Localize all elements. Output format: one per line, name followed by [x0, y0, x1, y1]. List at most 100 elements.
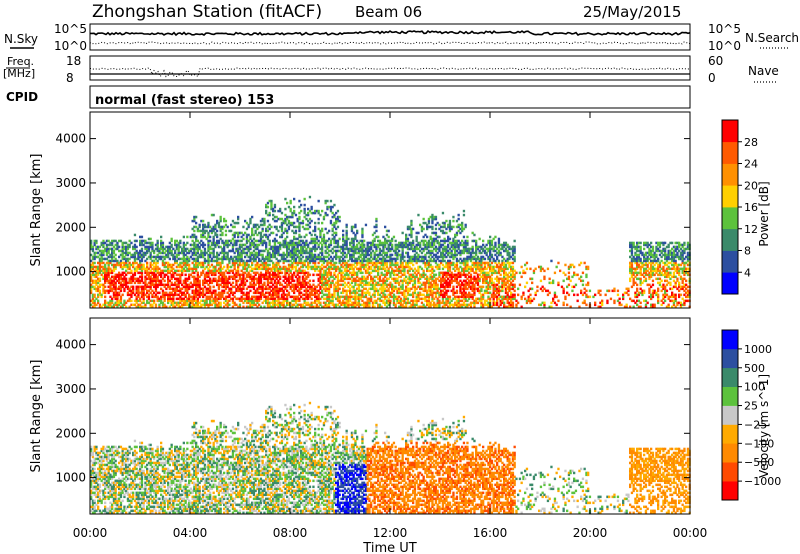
- power-cell: [137, 279, 140, 283]
- power-cell: [338, 299, 341, 303]
- power-cell: [142, 267, 145, 271]
- power-cell: [266, 257, 270, 261]
- power-cell: [202, 289, 205, 293]
- power-cell: [356, 243, 359, 247]
- power-cell: [156, 241, 159, 245]
- power-cell: [224, 303, 228, 307]
- power-cell: [336, 281, 340, 285]
- power-cell: [119, 283, 123, 287]
- power-cell: [249, 265, 252, 269]
- power-cell: [263, 305, 266, 309]
- power-cell: [153, 265, 156, 269]
- power-cell: [240, 255, 243, 259]
- power-cell: [195, 285, 198, 289]
- power-cell: [188, 299, 191, 303]
- power-cell: [284, 207, 287, 211]
- power-cell: [284, 305, 287, 309]
- power-cell: [140, 253, 144, 257]
- power-cell: [307, 263, 310, 267]
- power-cell: [207, 287, 210, 291]
- power-cell: [329, 221, 333, 225]
- power-cell: [207, 267, 210, 271]
- power-cell: [172, 273, 175, 277]
- power-cell: [270, 253, 273, 257]
- power-cell: [238, 297, 242, 301]
- power-cell: [181, 297, 184, 301]
- power-cell: [247, 291, 250, 295]
- power-cell: [363, 301, 366, 305]
- power-cell: [104, 271, 107, 275]
- power-cell: [104, 279, 107, 283]
- power-cell: [335, 303, 338, 307]
- power-cell: [177, 281, 180, 285]
- power-cell: [354, 291, 357, 295]
- power-cell: [177, 293, 180, 297]
- power-cell: [121, 267, 124, 271]
- power-cell: [335, 245, 338, 249]
- power-cell: [139, 241, 142, 245]
- power-cell: [308, 221, 312, 225]
- power-cell: [235, 303, 238, 307]
- power-cell: [342, 283, 345, 287]
- power-cell: [371, 277, 375, 281]
- power-cell: [219, 277, 222, 281]
- power-cell: [161, 241, 165, 245]
- power-cell: [265, 241, 268, 245]
- power-cell: [237, 251, 240, 255]
- power-cell: [237, 287, 240, 291]
- power-cell: [128, 305, 131, 309]
- power-cell: [280, 255, 284, 259]
- power-cell: [354, 245, 357, 249]
- power-cell: [191, 261, 194, 265]
- power-cell: [244, 265, 247, 269]
- power-cell: [175, 287, 178, 291]
- power-cell: [228, 293, 231, 297]
- power-cell: [256, 239, 259, 243]
- power-cell: [305, 249, 308, 253]
- power-cell: [240, 253, 243, 257]
- power-cell: [261, 235, 264, 239]
- power-cell: [172, 267, 175, 271]
- power-cell: [247, 271, 250, 275]
- power-cell: [258, 303, 261, 307]
- power-cell: [147, 285, 151, 289]
- power-cell: [109, 301, 112, 305]
- power-cell: [263, 223, 266, 227]
- power-cell: [181, 257, 184, 261]
- power-cell: [350, 305, 354, 309]
- power-cell: [193, 233, 196, 237]
- power-cell: [357, 251, 361, 255]
- power-cell: [329, 219, 333, 223]
- power-cell: [235, 255, 238, 259]
- power-cell: [112, 279, 116, 283]
- power-cell: [329, 267, 333, 271]
- power-cell: [207, 283, 210, 287]
- power-cell: [275, 227, 278, 231]
- power-cell: [216, 279, 219, 283]
- power-cell: [196, 229, 199, 233]
- power-cell: [182, 245, 185, 249]
- power-cell: [195, 301, 198, 305]
- power-cell: [324, 245, 327, 249]
- power-cell: [105, 301, 109, 305]
- power-cell: [380, 241, 383, 245]
- power-cell: [315, 267, 319, 271]
- power-cell: [174, 271, 177, 275]
- power-cell: [231, 275, 235, 279]
- power-cell: [333, 241, 336, 245]
- power-cell: [382, 243, 385, 247]
- power-cell: [268, 277, 271, 281]
- power-cell: [112, 295, 116, 299]
- power-cell: [259, 267, 263, 271]
- power-cell: [370, 247, 373, 251]
- power-cell: [186, 277, 189, 281]
- power-cell: [116, 261, 119, 265]
- power-cell: [209, 265, 212, 269]
- power-cell: [268, 259, 271, 263]
- power-cell: [217, 239, 221, 243]
- power-cell: [279, 265, 282, 269]
- power-cell: [284, 227, 287, 231]
- power-cell: [321, 295, 324, 299]
- power-cell: [100, 261, 103, 265]
- power-cell: [338, 259, 341, 263]
